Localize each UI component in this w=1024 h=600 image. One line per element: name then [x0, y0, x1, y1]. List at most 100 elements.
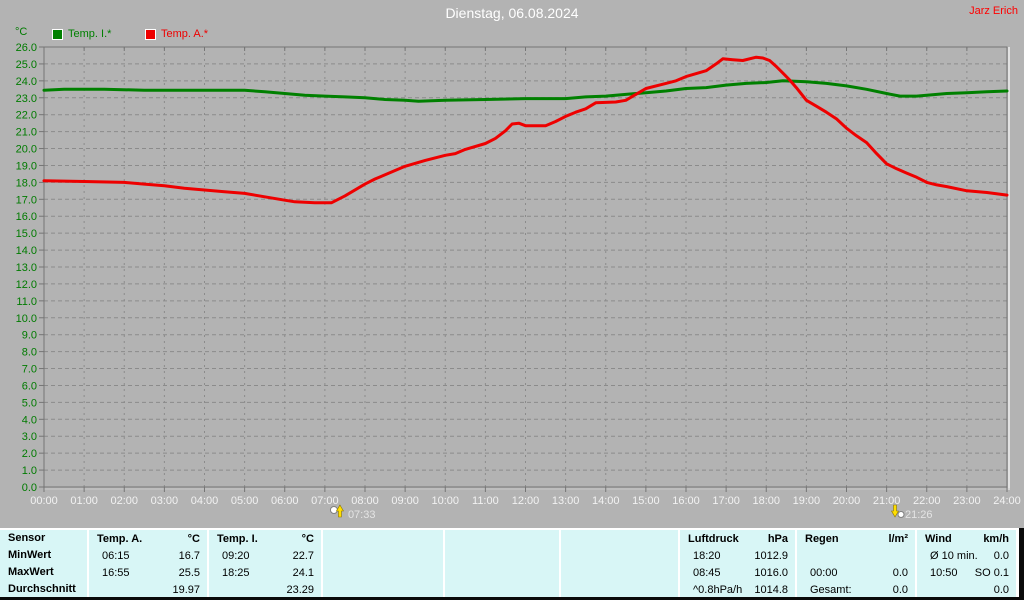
- x-tick-label: 05:00: [231, 495, 259, 507]
- summary-col-labels: Sensor MinWert MaxWert Durchschnitt: [0, 530, 87, 600]
- x-tick-label: 14:00: [592, 495, 620, 507]
- author-label: Jarz Erich: [969, 5, 1018, 17]
- summary-col-name: Regen: [805, 532, 839, 545]
- y-tick-label: 15.0: [16, 228, 37, 240]
- x-tick-label: 03:00: [151, 495, 179, 507]
- y-tick-label: 14.0: [16, 245, 37, 257]
- summary-col-unit: hPa: [767, 532, 788, 545]
- summary-col-regen: Regen l/m² 00:00 0.0 Gesamt: 0.0: [795, 530, 915, 600]
- x-tick-label: 10:00: [431, 495, 459, 507]
- y-tick-label: 22.0: [16, 110, 37, 122]
- summary-cell-time: Ø 10 min.: [930, 549, 978, 562]
- summary-col-empty-2: [321, 530, 443, 600]
- summary-col-empty-4: [559, 530, 678, 600]
- x-tick-label: 00:00: [30, 495, 58, 507]
- legend-item-temp-a[interactable]: Temp. A.*: [145, 28, 208, 40]
- sunset-marker: 21:26: [890, 504, 933, 521]
- summary-cell-value: 24.1: [292, 566, 314, 579]
- x-tick-label: 22:00: [913, 495, 941, 507]
- summary-col-unit: °C: [301, 532, 314, 545]
- y-tick-label: 18.0: [16, 177, 37, 189]
- y-tick-label: 20.0: [16, 144, 37, 156]
- summary-cell-value: 1012.9: [754, 549, 788, 562]
- y-tick-label: 11.0: [16, 296, 37, 308]
- y-tick-label: 6.0: [22, 380, 37, 392]
- x-tick-label: 11:00: [472, 495, 499, 507]
- summary-cell-value: 22.7: [292, 549, 314, 562]
- x-tick-label: 13:00: [552, 495, 580, 507]
- summary-cell-value: SO 0.1: [974, 566, 1009, 579]
- summary-cell-time: ^0.8hPa/h: [693, 583, 743, 596]
- summary-cell-value: 0.0: [993, 549, 1009, 562]
- summary-cell-time: 18:20: [693, 549, 721, 562]
- y-tick-label: 24.0: [16, 76, 37, 88]
- summary-cell-value: 1016.0: [754, 566, 788, 579]
- summary-cell-time: Gesamt:: [810, 583, 852, 596]
- x-tick-label: 04:00: [191, 495, 219, 507]
- y-tick-label: 13.0: [16, 262, 37, 274]
- summary-row-label: MinWert: [8, 549, 52, 561]
- summary-cell-value: 16.7: [178, 549, 200, 562]
- y-tick-label: 12.0: [16, 279, 37, 291]
- summary-table: Sensor MinWert MaxWert Durchschnitt Temp. A.…: [0, 528, 1019, 600]
- y-tick-label: 17.0: [16, 194, 37, 206]
- summary-col-wind: Wind km/h Ø 10 min. 0.0 10:50 SO 0.1 0.0: [915, 530, 1016, 600]
- x-tick-label: 24:00: [993, 495, 1021, 507]
- summary-col-luftdruck: Luftdruck hPa 18:20 1012.9 08:45 1016.0 ^0.8hP…: [678, 530, 795, 600]
- summary-cell-value: 0.0: [892, 583, 908, 596]
- summary-cell-time: 06:15: [102, 549, 130, 562]
- summary-cell-value: 0.0: [993, 583, 1009, 596]
- x-tick-label: 17:00: [712, 495, 740, 507]
- temp-a-swatch-icon: [145, 28, 156, 40]
- x-tick-label: 15:00: [632, 495, 660, 507]
- summary-col-unit: l/m²: [888, 532, 908, 545]
- summary-row-label: Sensor: [8, 532, 46, 544]
- sunrise-marker: 07:33: [329, 504, 376, 521]
- summary-cell-value: 1014.8: [754, 583, 788, 596]
- sun-marker-time: 07:33: [348, 509, 376, 521]
- bottom-edge-strip: [0, 597, 1024, 600]
- legend-label-temp-i: Temp. I.*: [68, 28, 112, 40]
- x-tick-label: 23:00: [953, 495, 981, 507]
- x-tick-label: 12:00: [512, 495, 540, 507]
- y-tick-label: 5.0: [22, 397, 37, 409]
- y-tick-label: 3.0: [22, 431, 37, 443]
- summary-cell-time: 00:00: [810, 566, 838, 579]
- y-tick-label: 19.0: [16, 160, 37, 172]
- y-tick-label: 7.0: [22, 364, 37, 376]
- y-tick-label: 23.0: [16, 93, 37, 105]
- y-tick-label: 16.0: [16, 211, 37, 223]
- x-tick-label: 07:00: [311, 495, 339, 507]
- legend-label-temp-a: Temp. A.*: [161, 28, 209, 40]
- y-axis-unit-label: °C: [15, 26, 28, 38]
- x-tick-label: 06:00: [271, 495, 299, 507]
- y-tick-label: 2.0: [22, 448, 37, 460]
- x-tick-label: 21:00: [873, 495, 901, 507]
- summary-row-label: MaxWert: [8, 566, 54, 578]
- summary-cell-value: 25.5: [178, 566, 200, 579]
- summary-col-temp-i-: Temp. I. °C 09:20 22.7 18:25 24.1 23.29: [207, 530, 321, 600]
- summary-col-temp-a-: Temp. A. °C 06:15 16.7 16:55 25.5 19.97: [87, 530, 207, 600]
- x-tick-label: 18:00: [752, 495, 780, 507]
- summary-cell-value: 23.29: [286, 583, 314, 596]
- x-tick-label: 08:00: [351, 495, 379, 507]
- legend-item-temp-i[interactable]: Temp. I.*: [52, 28, 111, 40]
- page-title: Dienstag, 06.08.2024: [445, 5, 579, 21]
- right-edge-strip: [1019, 528, 1024, 600]
- y-tick-label: 9.0: [22, 330, 37, 342]
- summary-cell-time: 10:50: [930, 566, 958, 579]
- y-tick-label: 8.0: [22, 347, 37, 359]
- series-line-temp-i: [42, 79, 1009, 103]
- temp-i-swatch-icon: [52, 28, 63, 40]
- x-tick-label: 19:00: [793, 495, 821, 507]
- y-tick-label: 0.0: [22, 482, 37, 494]
- summary-cell-time: 09:20: [222, 549, 250, 562]
- y-tick-label: 21.0: [16, 127, 37, 139]
- summary-cell-time: 16:55: [102, 566, 130, 579]
- temperature-chart: 26.0 25.0 24.0 23.0 22.0 21.0 20.0 19.0 18.0 17.0…: [16, 42, 1021, 521]
- x-tick-label: 16:00: [672, 495, 700, 507]
- y-tick-label: 25.0: [16, 59, 37, 71]
- summary-col-name: Temp. I.: [217, 532, 258, 545]
- sun-marker-time: 21:26: [905, 509, 933, 521]
- y-tick-label: 10.0: [16, 313, 37, 325]
